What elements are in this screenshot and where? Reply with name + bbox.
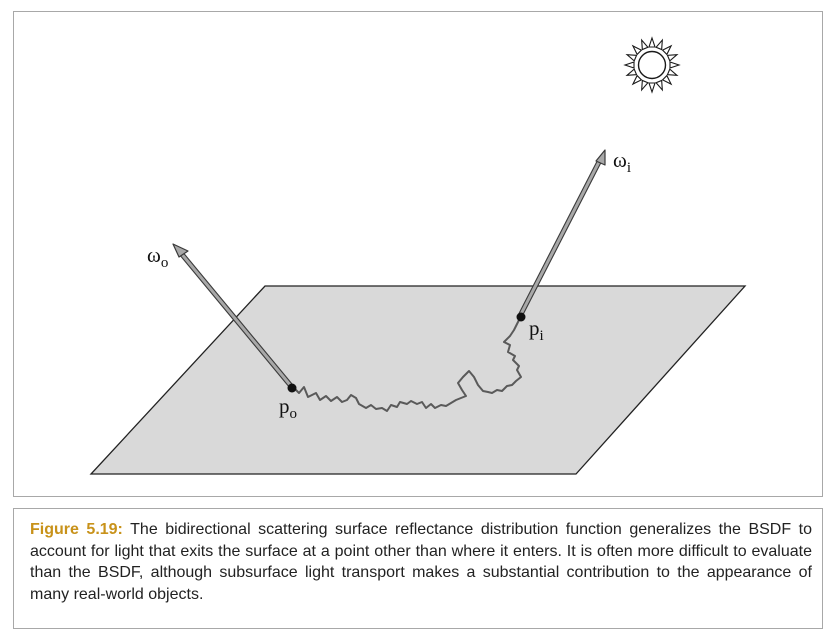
caption-label: Figure 5.19:: [30, 521, 123, 538]
subsurface-path: [292, 317, 522, 412]
omega-o-arrow: [172, 243, 294, 388]
label-omega-o: ωo: [147, 243, 168, 271]
figure-panel: ωo ωi po pi: [13, 11, 823, 497]
label-p-o: po: [279, 394, 297, 422]
surface-plane: [89, 285, 747, 475]
label-omega-i: ωi: [613, 148, 631, 176]
caption-panel: Figure 5.19: The bidirectional scatterin…: [13, 508, 823, 629]
caption-body: The bidirectional scattering surface ref…: [30, 521, 812, 603]
sun-icon: [623, 36, 681, 94]
label-p-i: pi: [529, 316, 544, 344]
point-p-o: [287, 383, 297, 393]
omega-i-arrow: [517, 149, 606, 318]
bssrdf-diagram: ωo ωi po pi: [89, 36, 747, 475]
figure-caption: Figure 5.19: The bidirectional scatterin…: [30, 519, 812, 605]
point-p-i: [516, 312, 526, 322]
